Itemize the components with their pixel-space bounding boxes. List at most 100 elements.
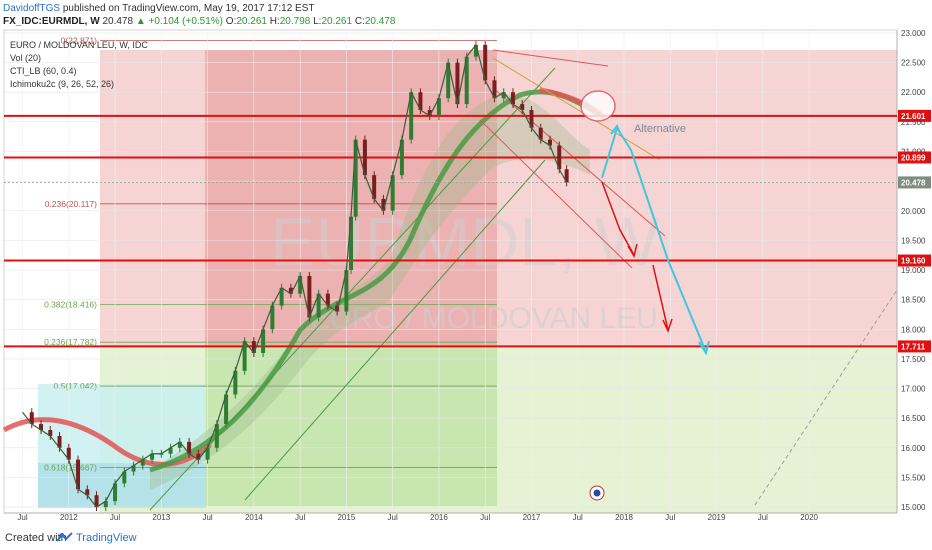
candle-body (446, 62, 451, 99)
price-tag-label: 20.899 (901, 153, 926, 162)
alternative-path (601, 124, 710, 356)
y-tick-label: 22.000 (901, 88, 926, 97)
price-tag-label: 17.711 (901, 342, 926, 351)
y-tick-label: 22.500 (901, 59, 926, 68)
legend-cti: CTI_LB (60, 0.4) (10, 66, 77, 76)
candle-body (66, 447, 71, 460)
legend-vol: Vol (20) (10, 53, 41, 63)
candle-body (501, 92, 506, 99)
author-link[interactable]: DavidoffTGS (3, 3, 61, 14)
y-tick-label: 21.500 (901, 118, 926, 127)
bearish-scenario-arrows (601, 181, 673, 334)
candle-body (409, 92, 414, 140)
candle-body (288, 287, 293, 294)
candle-body (344, 270, 349, 312)
x-tick-label: Jul (573, 513, 583, 522)
y-tick-label: 16.500 (901, 414, 926, 423)
price-tag (898, 151, 931, 164)
price-tag-label: 21.601 (901, 112, 926, 121)
candle-body (131, 465, 136, 472)
cti-curve-green (149, 89, 602, 473)
price-tag-label: 19.160 (901, 257, 926, 266)
candle-body (168, 447, 173, 454)
grid-lines (4, 30, 897, 513)
publish-line: DavidoffTGS published on TradingView.com… (3, 3, 314, 15)
candle-body (122, 471, 127, 484)
x-tick-label: 2013 (152, 513, 170, 522)
fib-label: 0(22.871) (61, 36, 98, 46)
y-tick-label: 23.000 (901, 29, 926, 38)
candle-body (335, 305, 340, 312)
candle-body (29, 412, 34, 425)
event-flag-icon[interactable] (589, 485, 605, 501)
close-value: 20.478 (364, 16, 396, 27)
candle-body (418, 92, 423, 111)
y-tick-label: 19.500 (901, 236, 926, 245)
watermark-symbol: EURMDL, W (270, 204, 659, 280)
candle-body (224, 394, 229, 425)
x-tick-label: 2012 (60, 513, 78, 522)
x-tick-label: Jul (665, 513, 675, 522)
high-label: H: (269, 16, 280, 27)
price-chart[interactable]: 0(22.871) 0.236(20.117) 0.382(18.416) 0.236… (0, 0, 932, 527)
candle-body (94, 495, 99, 508)
candle-body (76, 459, 81, 490)
created-with-label: Created with (5, 532, 67, 544)
y-tick-label: 20.000 (901, 207, 926, 216)
open-label: O: (225, 16, 237, 27)
x-tick-label: 2020 (800, 513, 818, 522)
x-tick-label: 2018 (615, 513, 633, 522)
tradingview-logo-icon[interactable] (56, 531, 74, 545)
candle-body (547, 139, 552, 146)
candle-body (349, 216, 354, 271)
candle-body (48, 430, 53, 436)
candle-body (325, 293, 330, 306)
x-tick-label: 2015 (337, 513, 355, 522)
fib-label: 0.5(17.042) (54, 381, 98, 391)
candle-body (251, 341, 256, 353)
published-text: published on TradingView.com, May 19, 20… (62, 3, 315, 14)
x-tick-label: 2016 (430, 513, 448, 522)
candle-body (242, 341, 247, 371)
quote-line: FX_IDC:EURMDL, W 20.478 ▲ +0.104 (+0.51%… (3, 16, 395, 28)
candle-body (307, 275, 312, 318)
cti-curve-red (2, 417, 212, 467)
price-change: ▲ +0.104 (+0.51%) (135, 16, 224, 27)
symbol-label: FX_IDC:EURMDL, W (3, 16, 100, 27)
candle-body (557, 145, 562, 170)
candle-body (381, 198, 386, 211)
y-tick-label: 19.000 (901, 266, 926, 275)
candle-body (177, 441, 182, 448)
x-tick-label: Jul (295, 513, 305, 522)
price-tag (898, 109, 931, 122)
candle-body (113, 483, 118, 502)
candle-body (140, 459, 145, 466)
candle-body (483, 44, 488, 81)
candle-body (196, 453, 201, 460)
x-tick-label: Jul (388, 513, 398, 522)
open-value: 20.261 (236, 16, 267, 27)
candle-body (205, 447, 210, 460)
candle-body (464, 56, 469, 105)
x-tick-label: 2019 (708, 513, 726, 522)
y-tick-label: 15.500 (901, 473, 926, 482)
price-tag (898, 176, 931, 189)
fib-label: 0.382(18.416) (44, 300, 97, 310)
candle-body (473, 44, 478, 57)
x-tick-label: Jul (110, 513, 120, 522)
candle-body (436, 98, 441, 116)
last-price: 20.478 (102, 16, 134, 27)
candle-body (57, 435, 62, 448)
candle-body (270, 305, 275, 330)
price-tag-label: 20.478 (901, 178, 926, 187)
candle-body (390, 175, 395, 211)
low-label: L: (313, 16, 322, 27)
candle-body (492, 80, 497, 99)
candlestick-series (29, 40, 569, 512)
candle-body (279, 287, 284, 306)
candle-body (427, 110, 432, 116)
candle-body (316, 293, 321, 318)
footer: Created with TradingView (0, 527, 932, 550)
tradingview-link[interactable]: TradingView (76, 532, 137, 544)
price-line (22, 43, 568, 508)
